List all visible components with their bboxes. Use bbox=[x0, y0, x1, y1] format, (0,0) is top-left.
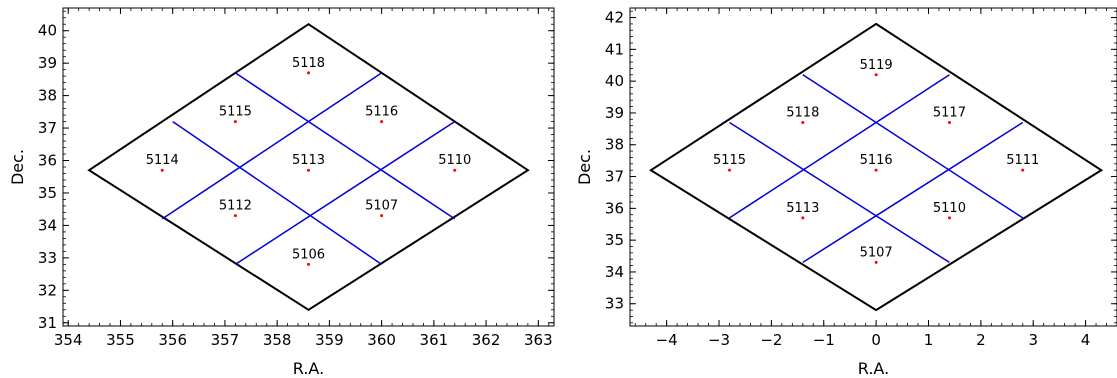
x-tick-label: 362 bbox=[472, 331, 501, 349]
y-tick-label: 40 bbox=[38, 22, 57, 40]
y-axis-label: Dec. bbox=[8, 149, 27, 185]
field-center-point bbox=[727, 168, 731, 172]
x-tick-label: 4 bbox=[1081, 331, 1091, 349]
y-tick-label: 39 bbox=[605, 104, 624, 122]
x-axis-label: R.A. bbox=[858, 359, 889, 378]
field-boundary-line bbox=[802, 74, 1024, 219]
field-label: 5107 bbox=[365, 199, 398, 214]
y-tick-label: 38 bbox=[605, 136, 624, 154]
field-center-point bbox=[947, 216, 951, 220]
field-center-point bbox=[801, 120, 805, 124]
y-tick-label: 35 bbox=[605, 231, 624, 249]
field-center-point bbox=[947, 120, 951, 124]
field-center-point bbox=[307, 71, 310, 75]
plot-frame bbox=[629, 7, 1117, 327]
field-boundary-line bbox=[234, 72, 456, 220]
field-label: 5115 bbox=[219, 105, 252, 120]
field-boundary-line bbox=[234, 120, 456, 265]
y-tick-label: 31 bbox=[38, 314, 57, 332]
y-tick-label: 38 bbox=[38, 87, 57, 105]
x-tick-label: 361 bbox=[420, 331, 449, 349]
x-tick-label: −1 bbox=[813, 331, 835, 349]
y-axis-label: Dec. bbox=[575, 149, 594, 185]
field-label: 5113 bbox=[292, 153, 325, 168]
x-tick-label: 1 bbox=[924, 331, 934, 349]
field-label: 5117 bbox=[933, 105, 966, 120]
field-boundary-line bbox=[729, 74, 950, 219]
right-panel: 5119 5118 5117 5115 5116 5111 5113 5110 5107 −4 −3… bbox=[575, 7, 1117, 378]
mosaic-outline bbox=[87, 22, 530, 311]
x-tick-label: 0 bbox=[871, 331, 881, 349]
field-label: 5118 bbox=[292, 56, 325, 71]
x-tick-label: 363 bbox=[524, 331, 553, 349]
field-center-point bbox=[380, 120, 384, 124]
field-center-point bbox=[1021, 168, 1025, 172]
y-tick-label: 41 bbox=[605, 40, 624, 58]
field-label: 5113 bbox=[786, 201, 819, 216]
y-tick-label: 36 bbox=[605, 199, 624, 217]
x-tick-label: 354 bbox=[54, 331, 83, 349]
field-center-point bbox=[453, 168, 457, 172]
y-tick-label: 34 bbox=[38, 216, 57, 234]
field-center-point bbox=[874, 168, 878, 172]
y-tick-label: 37 bbox=[38, 119, 57, 137]
field-label: 5116 bbox=[365, 105, 398, 120]
field-label: 5111 bbox=[1006, 153, 1039, 168]
x-tick-label: 360 bbox=[367, 331, 396, 349]
field-label: 5119 bbox=[860, 58, 893, 73]
x-tick-label: −4 bbox=[656, 331, 678, 349]
x-tick-label: 358 bbox=[263, 331, 292, 349]
mosaic-outline bbox=[649, 22, 1104, 312]
x-tick-label: −3 bbox=[708, 331, 730, 349]
field-label: 5118 bbox=[786, 105, 819, 120]
x-tick-label: 356 bbox=[158, 331, 187, 349]
y-tick-label: 42 bbox=[605, 9, 624, 27]
field-center-point bbox=[160, 168, 164, 172]
x-tick-label: 359 bbox=[315, 331, 344, 349]
field-label: 5116 bbox=[860, 153, 893, 168]
field-boundary-line bbox=[172, 120, 383, 265]
y-tick-label: 40 bbox=[605, 72, 624, 90]
field-boundary-line bbox=[729, 121, 950, 264]
field-center-point bbox=[307, 262, 310, 266]
field-boundary-line bbox=[802, 121, 1024, 264]
y-tick-label: 33 bbox=[605, 295, 624, 313]
y-tick-label: 34 bbox=[605, 263, 624, 281]
field-label: 5114 bbox=[146, 153, 179, 168]
y-tick-label: 33 bbox=[38, 249, 57, 267]
field-center-point bbox=[233, 214, 237, 218]
x-tick-label: 355 bbox=[106, 331, 135, 349]
field-center-point bbox=[874, 260, 878, 264]
field-center-point bbox=[801, 216, 805, 220]
field-label: 5106 bbox=[292, 247, 325, 262]
y-tick-label: 32 bbox=[38, 281, 57, 299]
field-center-point bbox=[380, 214, 384, 218]
field-label: 5110 bbox=[438, 153, 471, 168]
y-tick-label: 39 bbox=[38, 54, 57, 72]
field-label: 5110 bbox=[933, 201, 966, 216]
field-center-point bbox=[307, 168, 310, 172]
field-label: 5107 bbox=[860, 245, 893, 260]
x-axis-label: R.A. bbox=[293, 359, 324, 378]
y-tick-label: 35 bbox=[38, 184, 57, 202]
x-tick-label: 2 bbox=[976, 331, 986, 349]
y-tick-label: 36 bbox=[38, 152, 57, 170]
y-tick-label: 37 bbox=[605, 168, 624, 186]
x-tick-label: 357 bbox=[211, 331, 240, 349]
field-center-point bbox=[233, 120, 237, 124]
field-boundary-line bbox=[161, 72, 383, 220]
field-label: 5112 bbox=[219, 199, 252, 214]
x-tick-label: −2 bbox=[760, 331, 782, 349]
x-tick-label: 3 bbox=[1028, 331, 1038, 349]
field-center-point bbox=[874, 73, 878, 77]
field-label: 5115 bbox=[713, 153, 746, 168]
